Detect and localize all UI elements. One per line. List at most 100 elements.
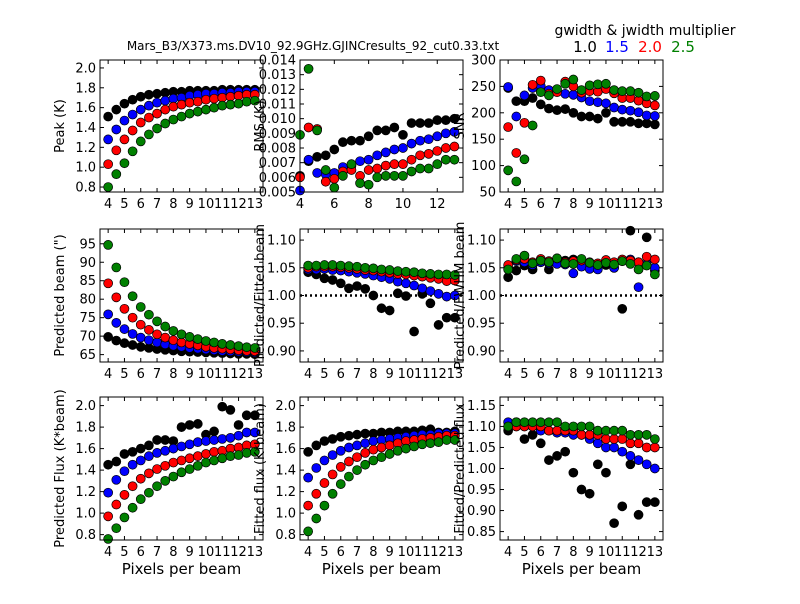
data-point [217,339,228,349]
data-point [217,434,228,444]
data-point [376,442,387,453]
subplot-1: 4 5 6 7 8 9 10 11 12 13 0.8 1.0 1.2 1.4 1.6 1.8 2.0 Peak … [53,59,264,212]
x-tick-label: 8 [364,197,372,212]
data-point [119,338,130,349]
x-tick-label: 6 [137,367,145,382]
data-point [201,449,211,459]
legend-label-1: 1.0 [573,38,597,56]
data-point [209,426,219,437]
y-tick-label: 1.10 [267,234,296,249]
x-tick-label: 6 [537,197,545,212]
data-point [335,445,346,456]
data-point [111,124,122,135]
axes-frame [299,396,464,541]
data-point [135,332,146,343]
axes-frame [299,228,464,363]
series-4 [303,435,460,537]
data-point [303,63,314,74]
data-point [576,484,587,495]
data-point [450,270,460,280]
x-tick-label: 7 [153,545,161,560]
data-point [389,122,400,133]
data-point [449,141,460,152]
data-point [312,125,323,136]
data-point [111,474,122,485]
data-point [450,290,460,301]
data-point [144,451,154,461]
data-point [319,273,330,284]
data-point [633,438,644,449]
data-point [527,430,538,440]
data-point [633,509,644,520]
data-point [601,425,611,436]
y-tick-label: 1.05 [467,441,496,456]
axes-frame [499,396,664,541]
data-point [376,303,387,314]
data-point [449,127,460,137]
data-point [440,115,451,125]
data-point [168,101,179,112]
x-tick-label: 13 [647,197,664,212]
data-point [649,254,660,265]
data-point [609,259,619,270]
y-tick-label: 1.4 [75,464,96,479]
data-point [233,420,244,430]
data-point [440,143,451,153]
y-axis-label: Peak (K) [53,99,68,153]
data-point [127,109,138,120]
data-point [409,280,419,291]
data-point [250,95,260,106]
data-point [568,107,579,118]
data-point [633,455,644,465]
x-tick-label: 7 [153,367,161,382]
y-tick-label: 1.2 [75,485,96,500]
x-tick-label: 11 [414,367,431,382]
x-tick-label: 5 [520,367,528,382]
data-point [103,159,114,170]
data-point [440,128,451,139]
data-point [335,462,346,472]
data-point [360,448,371,458]
data-point [192,96,203,107]
data-point [633,87,644,98]
data-point [103,534,114,544]
y-tick-label: 1.00 [467,289,496,304]
data-point [368,444,379,455]
data-point [233,430,244,441]
x-tick-label: 12 [630,197,647,212]
x-tick-label: 9 [186,367,194,382]
data-point [119,277,130,288]
legend-label-4: 2.5 [671,38,695,56]
y-tick-label: 90 [79,256,96,271]
data-point [544,257,554,268]
x-tick-label: 12 [430,367,447,382]
data-point [160,435,171,445]
data-point [649,269,660,280]
data-point [519,154,530,165]
data-point [401,443,411,454]
x-tick-label: 8 [369,545,377,560]
data-point [168,471,179,482]
data-point [319,500,330,511]
data-point [127,146,138,157]
data-point [511,96,522,107]
x-tick-label: 12 [430,545,447,560]
data-point [327,488,338,499]
data-point [409,326,419,337]
y-tick-label: 0.012 [259,83,296,98]
x-tick-label: 9 [186,197,194,212]
data-point [384,305,395,316]
data-point [592,113,603,124]
data-point [168,326,179,336]
x-tick-label: 9 [386,545,394,560]
data-point [111,169,122,179]
data-point [617,425,628,436]
y-tick-label: 1.0 [75,161,96,176]
x-tick-label: 9 [386,367,394,382]
x-tick-label: 8 [569,197,577,212]
data-point [576,254,587,264]
subplot-7: 4 5 6 7 8 9 10 11 12 13 0.8 1.0 1.2 1.4 1.6 1.8 2.0 Predi… [53,389,264,578]
y-tick-label: 0.006 [259,171,296,186]
data-point [376,264,387,275]
data-point [649,111,660,121]
